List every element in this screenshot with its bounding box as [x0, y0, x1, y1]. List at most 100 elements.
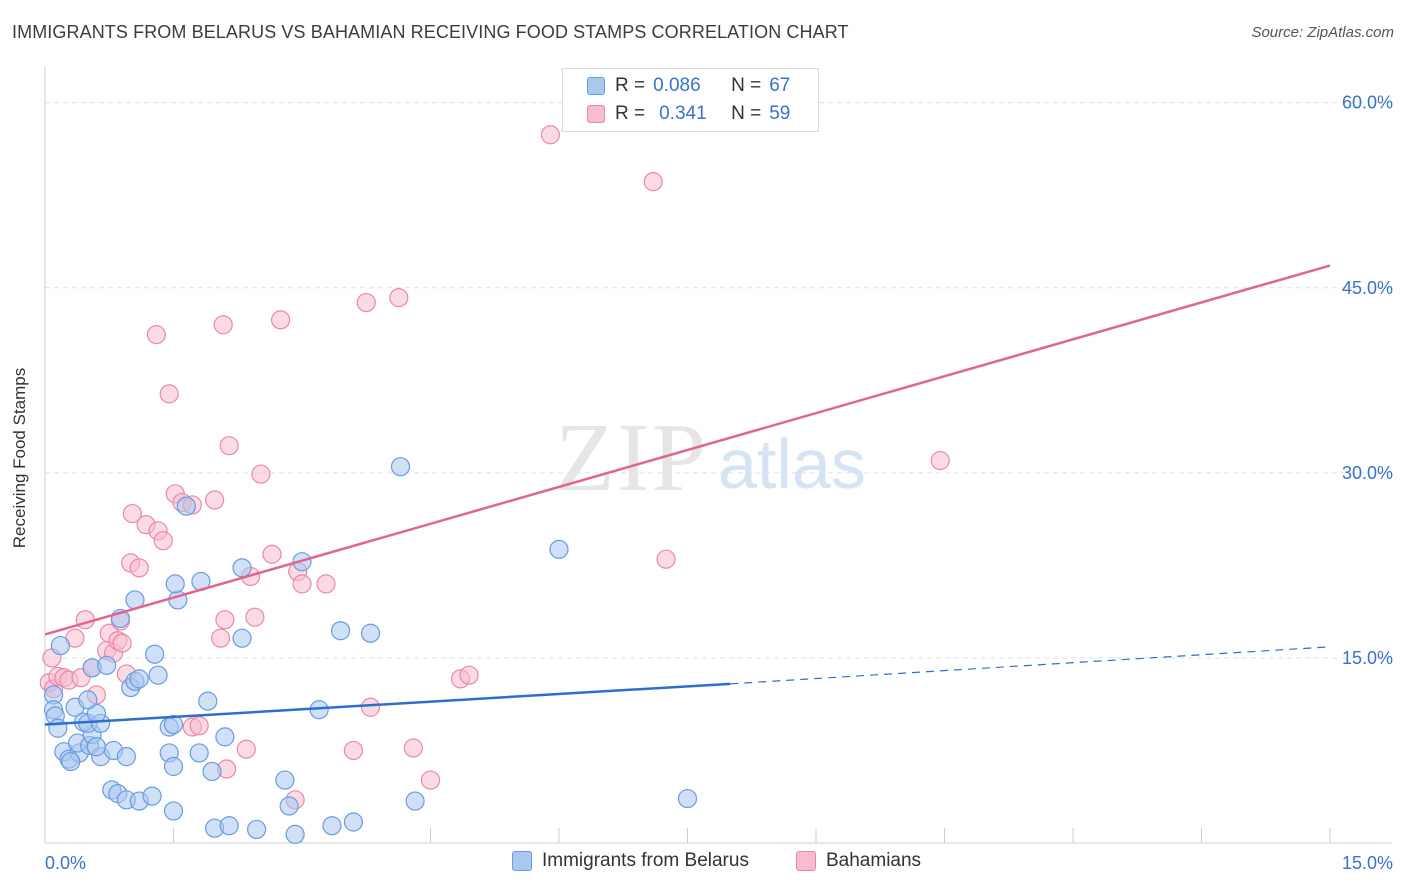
belarus-point	[279, 796, 299, 816]
watermark-atlas: atlas	[718, 425, 866, 503]
legend-swatch-belarus	[512, 851, 532, 871]
belarus-points	[43, 457, 698, 844]
bahamians-point	[389, 288, 409, 308]
legend-r-label: R =	[615, 75, 646, 96]
belarus-point	[78, 690, 98, 710]
bahamians-point	[930, 450, 950, 471]
bahamians-point	[146, 325, 166, 345]
bahamians-point	[656, 549, 676, 569]
legend-item-belarus[interactable]: Immigrants from Belarus	[512, 850, 749, 872]
bahamians-point	[292, 574, 312, 594]
bahamians-point	[215, 610, 235, 630]
belarus-point	[163, 714, 184, 735]
bahamians-point	[316, 574, 336, 594]
bahamians-point	[159, 384, 179, 404]
belarus-point	[86, 737, 107, 757]
belarus-point	[360, 623, 381, 643]
belarus-point	[285, 824, 305, 844]
belarus-trend-extension	[730, 646, 1331, 685]
legend-item-bahamians[interactable]: Bahamians	[796, 850, 921, 872]
legend-row-belarus: R = 0.086 N = 67	[587, 74, 790, 98]
belarus-point	[145, 644, 165, 664]
belarus-point	[246, 819, 267, 840]
legend-n-value: 67	[769, 75, 791, 96]
belarus-point	[198, 691, 218, 711]
belarus-point	[189, 743, 209, 763]
bahamians-point	[245, 607, 265, 627]
belarus-point	[343, 812, 363, 832]
bahamians-point	[205, 490, 225, 510]
watermark-zip: ZIP	[555, 404, 708, 512]
bahamians-point	[356, 292, 376, 313]
belarus-point	[61, 751, 81, 772]
belarus-point	[176, 496, 196, 516]
source-label: Source: ZipAtlas.com	[1251, 24, 1394, 41]
belarus-point	[390, 457, 411, 477]
belarus-point	[677, 788, 698, 809]
bahamians-point	[129, 558, 149, 578]
legend-n-label: N =	[731, 103, 762, 124]
x-tick-label: 15.0%	[1342, 853, 1393, 873]
legend-r-value: 0.086	[653, 75, 701, 96]
bahamians-trend-line	[44, 264, 1331, 636]
bahamians-points	[39, 125, 950, 810]
belarus-point	[215, 727, 235, 747]
legend-label-belarus: Immigrants from Belarus	[542, 850, 749, 871]
belarus-point	[219, 816, 239, 836]
trend-lines	[44, 264, 1331, 726]
belarus-point	[275, 770, 295, 790]
bahamians-point	[420, 770, 441, 790]
belarus-point	[232, 558, 252, 578]
legend-label-bahamians: Bahamians	[826, 850, 922, 871]
belarus-trend-line	[44, 682, 731, 726]
y-tick-label: 30.0%	[1342, 463, 1393, 483]
bahamians-point	[236, 739, 256, 759]
correlation-legend: R = 0.086 N = 67 R = 0.341 N = 59	[562, 68, 819, 132]
belarus-point	[142, 786, 162, 806]
belarus-point	[232, 628, 252, 648]
bahamians-point	[251, 464, 271, 484]
belarus-point	[163, 801, 184, 821]
tick-labels: 15.0% 30.0% 45.0% 60.0% 0.0% 15.0%	[45, 93, 1393, 873]
legend-swatch-bahamians	[796, 851, 816, 871]
bahamians-point	[360, 697, 381, 717]
y-tick-label: 45.0%	[1342, 278, 1393, 298]
bahamians-point	[153, 531, 173, 551]
x-tick-label: 0.0%	[45, 853, 86, 873]
belarus-point	[330, 621, 351, 641]
y-tick-label: 60.0%	[1342, 93, 1393, 113]
bahamians-point	[189, 716, 209, 736]
belarus-point	[48, 718, 68, 738]
belarus-point	[50, 635, 71, 656]
belarus-point	[549, 539, 569, 559]
bahamians-point	[540, 125, 561, 145]
legend-row-bahamians: R = 0.341 N = 59	[587, 102, 790, 126]
legend-r-value: 0.341	[659, 103, 707, 124]
bahamians-point	[211, 628, 231, 648]
bahamians-point	[459, 665, 479, 685]
bahamians-point	[122, 503, 142, 524]
belarus-point	[163, 756, 184, 777]
legend-r-label: R =	[615, 103, 646, 124]
bahamians-point	[643, 172, 663, 192]
belarus-point	[116, 747, 136, 767]
belarus-point	[165, 574, 185, 594]
bahamians-point	[343, 740, 363, 761]
belarus-point	[97, 655, 117, 675]
belarus-point	[322, 816, 342, 836]
belarus-point	[148, 665, 168, 685]
chart-title: IMMIGRANTS FROM BELARUS VS BAHAMIAN RECE…	[12, 22, 849, 42]
belarus-point	[202, 761, 222, 782]
legend-n-label: N =	[731, 75, 762, 96]
legend-swatch-belarus	[587, 77, 605, 95]
bahamians-point	[403, 738, 423, 758]
legend-n-value: 59	[769, 103, 791, 124]
bahamians-point	[112, 633, 132, 653]
y-tick-label: 15.0%	[1342, 648, 1393, 668]
bahamians-point	[270, 310, 291, 330]
bahamians-point	[219, 436, 239, 456]
bahamians-point	[262, 544, 282, 564]
belarus-point	[405, 791, 425, 811]
bahamians-point	[213, 315, 233, 335]
